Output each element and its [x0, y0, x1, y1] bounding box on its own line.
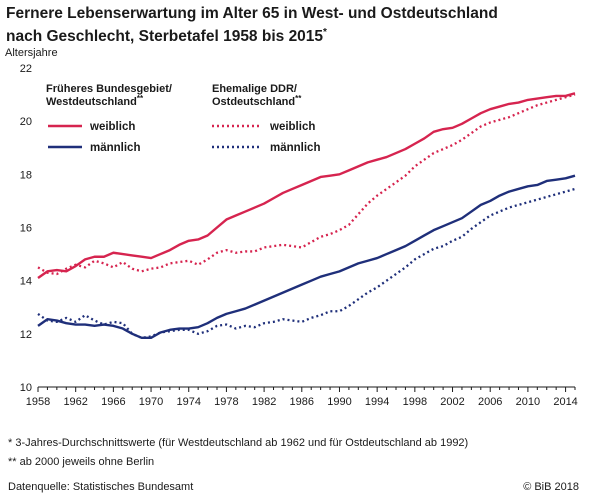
x-tick-label-1994: 1994 [365, 396, 389, 408]
legend-group-east-line-2-text: Ostdeutschland [212, 96, 295, 108]
title-line-1: Fernere Lebenserwartung im Alter 65 in W… [6, 5, 498, 22]
x-tick-label-1962: 1962 [63, 396, 87, 408]
chart-title: Fernere Lebenserwartung im Alter 65 in W… [6, 4, 586, 46]
title-footnote-mark: * [323, 27, 327, 38]
legend-group-west-line-2: Westdeutschland** [46, 94, 144, 108]
x-tick-label-1998: 1998 [403, 396, 427, 408]
legend-group-west-mark: ** [137, 94, 144, 103]
x-tick-label-1966: 1966 [101, 396, 125, 408]
x-tick-label-2010: 2010 [516, 396, 540, 408]
x-tick-label-1990: 1990 [327, 396, 351, 408]
series-west-female [37, 92, 576, 279]
series-east-male [37, 187, 576, 339]
legend-label-east-male: männlich [270, 142, 320, 154]
y-tick-label-18: 18 [20, 169, 32, 181]
x-tick-label-2002: 2002 [440, 396, 464, 408]
x-tick-label-1974: 1974 [176, 396, 200, 408]
x-tick-label-1958: 1958 [26, 396, 50, 408]
data-source: Datenquelle: Statistisches Bundesamt [8, 481, 194, 493]
legend-group-west-line-1: Früheres Bundesgebiet/ [46, 83, 172, 95]
footnote-1: * 3-Jahres-Durchschnittswerte (für Westd… [8, 437, 469, 449]
x-tick-label-2014: 2014 [553, 396, 577, 408]
legend: Früheres Bundesgebiet/ Westdeutschland**… [46, 83, 320, 154]
legend-label-west-female: weiblich [89, 121, 135, 133]
legend-label-east-female: weiblich [269, 121, 315, 133]
y-tick-label-22: 22 [20, 63, 32, 75]
series-lines [37, 92, 576, 340]
copyright: © BiB 2018 [523, 481, 579, 493]
y-tick-label-20: 20 [20, 116, 32, 128]
x-tick-label-1978: 1978 [214, 396, 238, 408]
y-tick-label-14: 14 [20, 276, 32, 288]
x-tick-label-1970: 1970 [139, 396, 163, 408]
y-tick-label-16: 16 [20, 223, 32, 235]
x-tick-label-1982: 1982 [252, 396, 276, 408]
legend-group-east-mark: ** [295, 94, 302, 103]
x-tick-label-2006: 2006 [478, 396, 502, 408]
footnote-2: ** ab 2000 jeweils ohne Berlin [8, 456, 155, 468]
legend-group-west-line-2-text: Westdeutschland [46, 96, 137, 108]
legend-label-west-male: männlich [90, 142, 140, 154]
x-tick-label-1986: 1986 [290, 396, 314, 408]
x-axis: 1958 1962 1966 1970 1974 1978 1982 1986 1990 1994… [26, 386, 578, 408]
legend-group-east-line-1: Ehemalige DDR/ [212, 83, 297, 95]
y-axis-title: Altersjahre [5, 47, 58, 59]
y-tick-label-10: 10 [20, 382, 32, 394]
y-axis: 10 12 14 16 18 20 22 [20, 63, 32, 394]
series-east-female [37, 93, 576, 276]
legend-group-east-line-2: Ostdeutschland** [212, 94, 302, 108]
series-west-male [37, 174, 576, 340]
y-tick-label-12: 12 [20, 329, 32, 341]
title-line-2: nach Geschlecht, Sterbetafel 1958 bis 20… [6, 28, 324, 46]
